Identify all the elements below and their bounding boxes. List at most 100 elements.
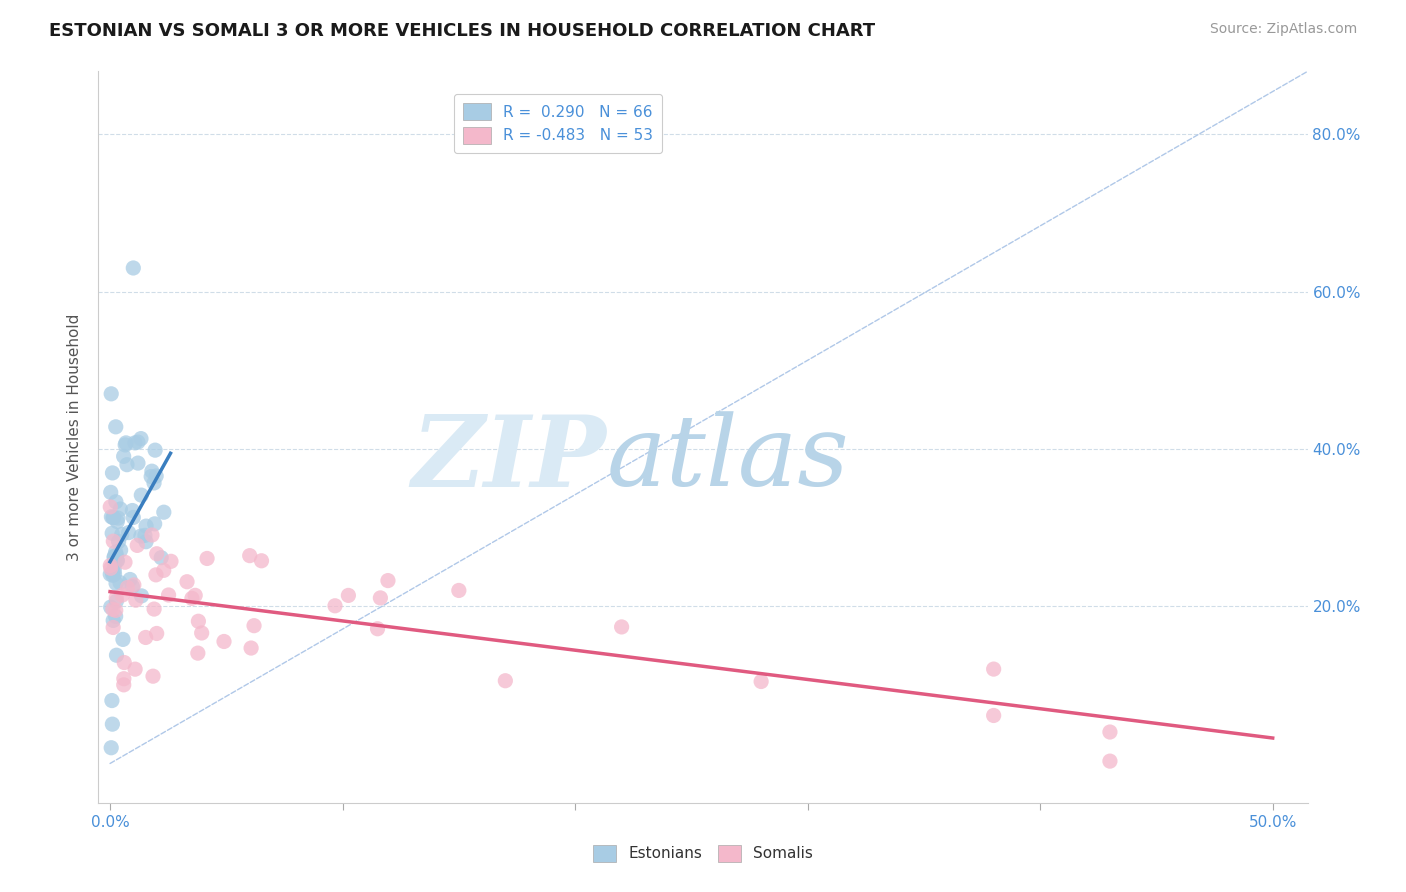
Point <box>145 469 167 483</box>
Point <box>184 588 207 602</box>
Point <box>127 538 149 552</box>
Point <box>129 432 152 446</box>
Point <box>100 740 122 755</box>
Point <box>100 600 122 615</box>
Point <box>103 549 125 564</box>
Point <box>101 566 124 580</box>
Point <box>115 436 138 450</box>
Point <box>120 573 142 587</box>
Point <box>143 516 166 531</box>
Point <box>143 602 166 616</box>
Point <box>131 589 153 603</box>
Point <box>494 673 516 688</box>
Point <box>118 525 141 540</box>
Point <box>104 495 127 509</box>
Point <box>111 588 134 602</box>
Point <box>100 509 122 524</box>
Point <box>101 526 124 541</box>
Point <box>98 567 121 582</box>
Text: ZIP: ZIP <box>412 411 606 508</box>
Point <box>134 528 156 542</box>
Point <box>125 593 148 607</box>
Point <box>124 662 146 676</box>
Point <box>131 488 153 502</box>
Point <box>122 260 145 275</box>
Point <box>114 555 136 569</box>
Text: Source: ZipAtlas.com: Source: ZipAtlas.com <box>1209 22 1357 37</box>
Text: atlas: atlas <box>606 411 849 507</box>
Point <box>110 502 132 516</box>
Point <box>190 626 212 640</box>
Point <box>129 529 152 543</box>
Point <box>107 511 129 525</box>
Point <box>103 550 125 565</box>
Point <box>181 591 204 606</box>
Point <box>107 554 129 568</box>
Point <box>101 620 124 634</box>
Point <box>141 528 163 542</box>
Point <box>1098 754 1121 768</box>
Point <box>135 534 157 549</box>
Point <box>124 435 146 450</box>
Point <box>187 646 209 660</box>
Point <box>105 553 128 567</box>
Point <box>114 438 136 452</box>
Point <box>323 599 346 613</box>
Point <box>127 435 149 450</box>
Point <box>115 458 138 472</box>
Point <box>122 510 145 524</box>
Point <box>152 563 174 577</box>
Point <box>108 575 131 590</box>
Point <box>983 662 1005 676</box>
Point <box>212 634 235 648</box>
Point <box>135 631 157 645</box>
Point <box>111 527 134 541</box>
Point <box>101 602 124 616</box>
Point <box>105 648 128 663</box>
Point <box>160 554 183 568</box>
Point <box>337 589 360 603</box>
Point <box>145 547 167 561</box>
Point <box>143 443 166 458</box>
Point <box>145 567 167 582</box>
Point <box>101 568 124 582</box>
Point <box>143 475 166 490</box>
Point <box>243 618 266 632</box>
Point <box>112 678 135 692</box>
Point <box>104 545 127 559</box>
Point <box>610 620 633 634</box>
Point <box>983 708 1005 723</box>
Point <box>103 510 125 524</box>
Point <box>104 420 127 434</box>
Point <box>105 591 128 605</box>
Point <box>98 500 121 514</box>
Point <box>367 622 389 636</box>
Point <box>1098 725 1121 739</box>
Y-axis label: 3 or more Vehicles in Household: 3 or more Vehicles in Household <box>67 313 83 561</box>
Point <box>141 469 163 483</box>
Text: ESTONIAN VS SOMALI 3 OR MORE VEHICLES IN HOUSEHOLD CORRELATION CHART: ESTONIAN VS SOMALI 3 OR MORE VEHICLES IN… <box>49 22 876 40</box>
Point <box>101 510 124 524</box>
Point <box>105 576 128 591</box>
Point <box>117 581 139 595</box>
Point <box>195 551 218 566</box>
Point <box>101 466 124 480</box>
Point <box>377 574 399 588</box>
Point <box>121 503 143 517</box>
Point <box>103 567 125 582</box>
Point <box>370 591 392 605</box>
Point <box>105 549 128 563</box>
Point <box>112 672 135 686</box>
Point <box>122 578 145 592</box>
Point <box>112 656 135 670</box>
Point <box>107 534 129 549</box>
Point <box>103 614 125 628</box>
Point <box>103 557 125 571</box>
Point <box>101 717 124 731</box>
Point <box>103 534 125 549</box>
Point <box>104 603 127 617</box>
Point <box>141 464 163 478</box>
Point <box>150 550 173 565</box>
Point <box>142 669 165 683</box>
Point <box>105 594 128 608</box>
